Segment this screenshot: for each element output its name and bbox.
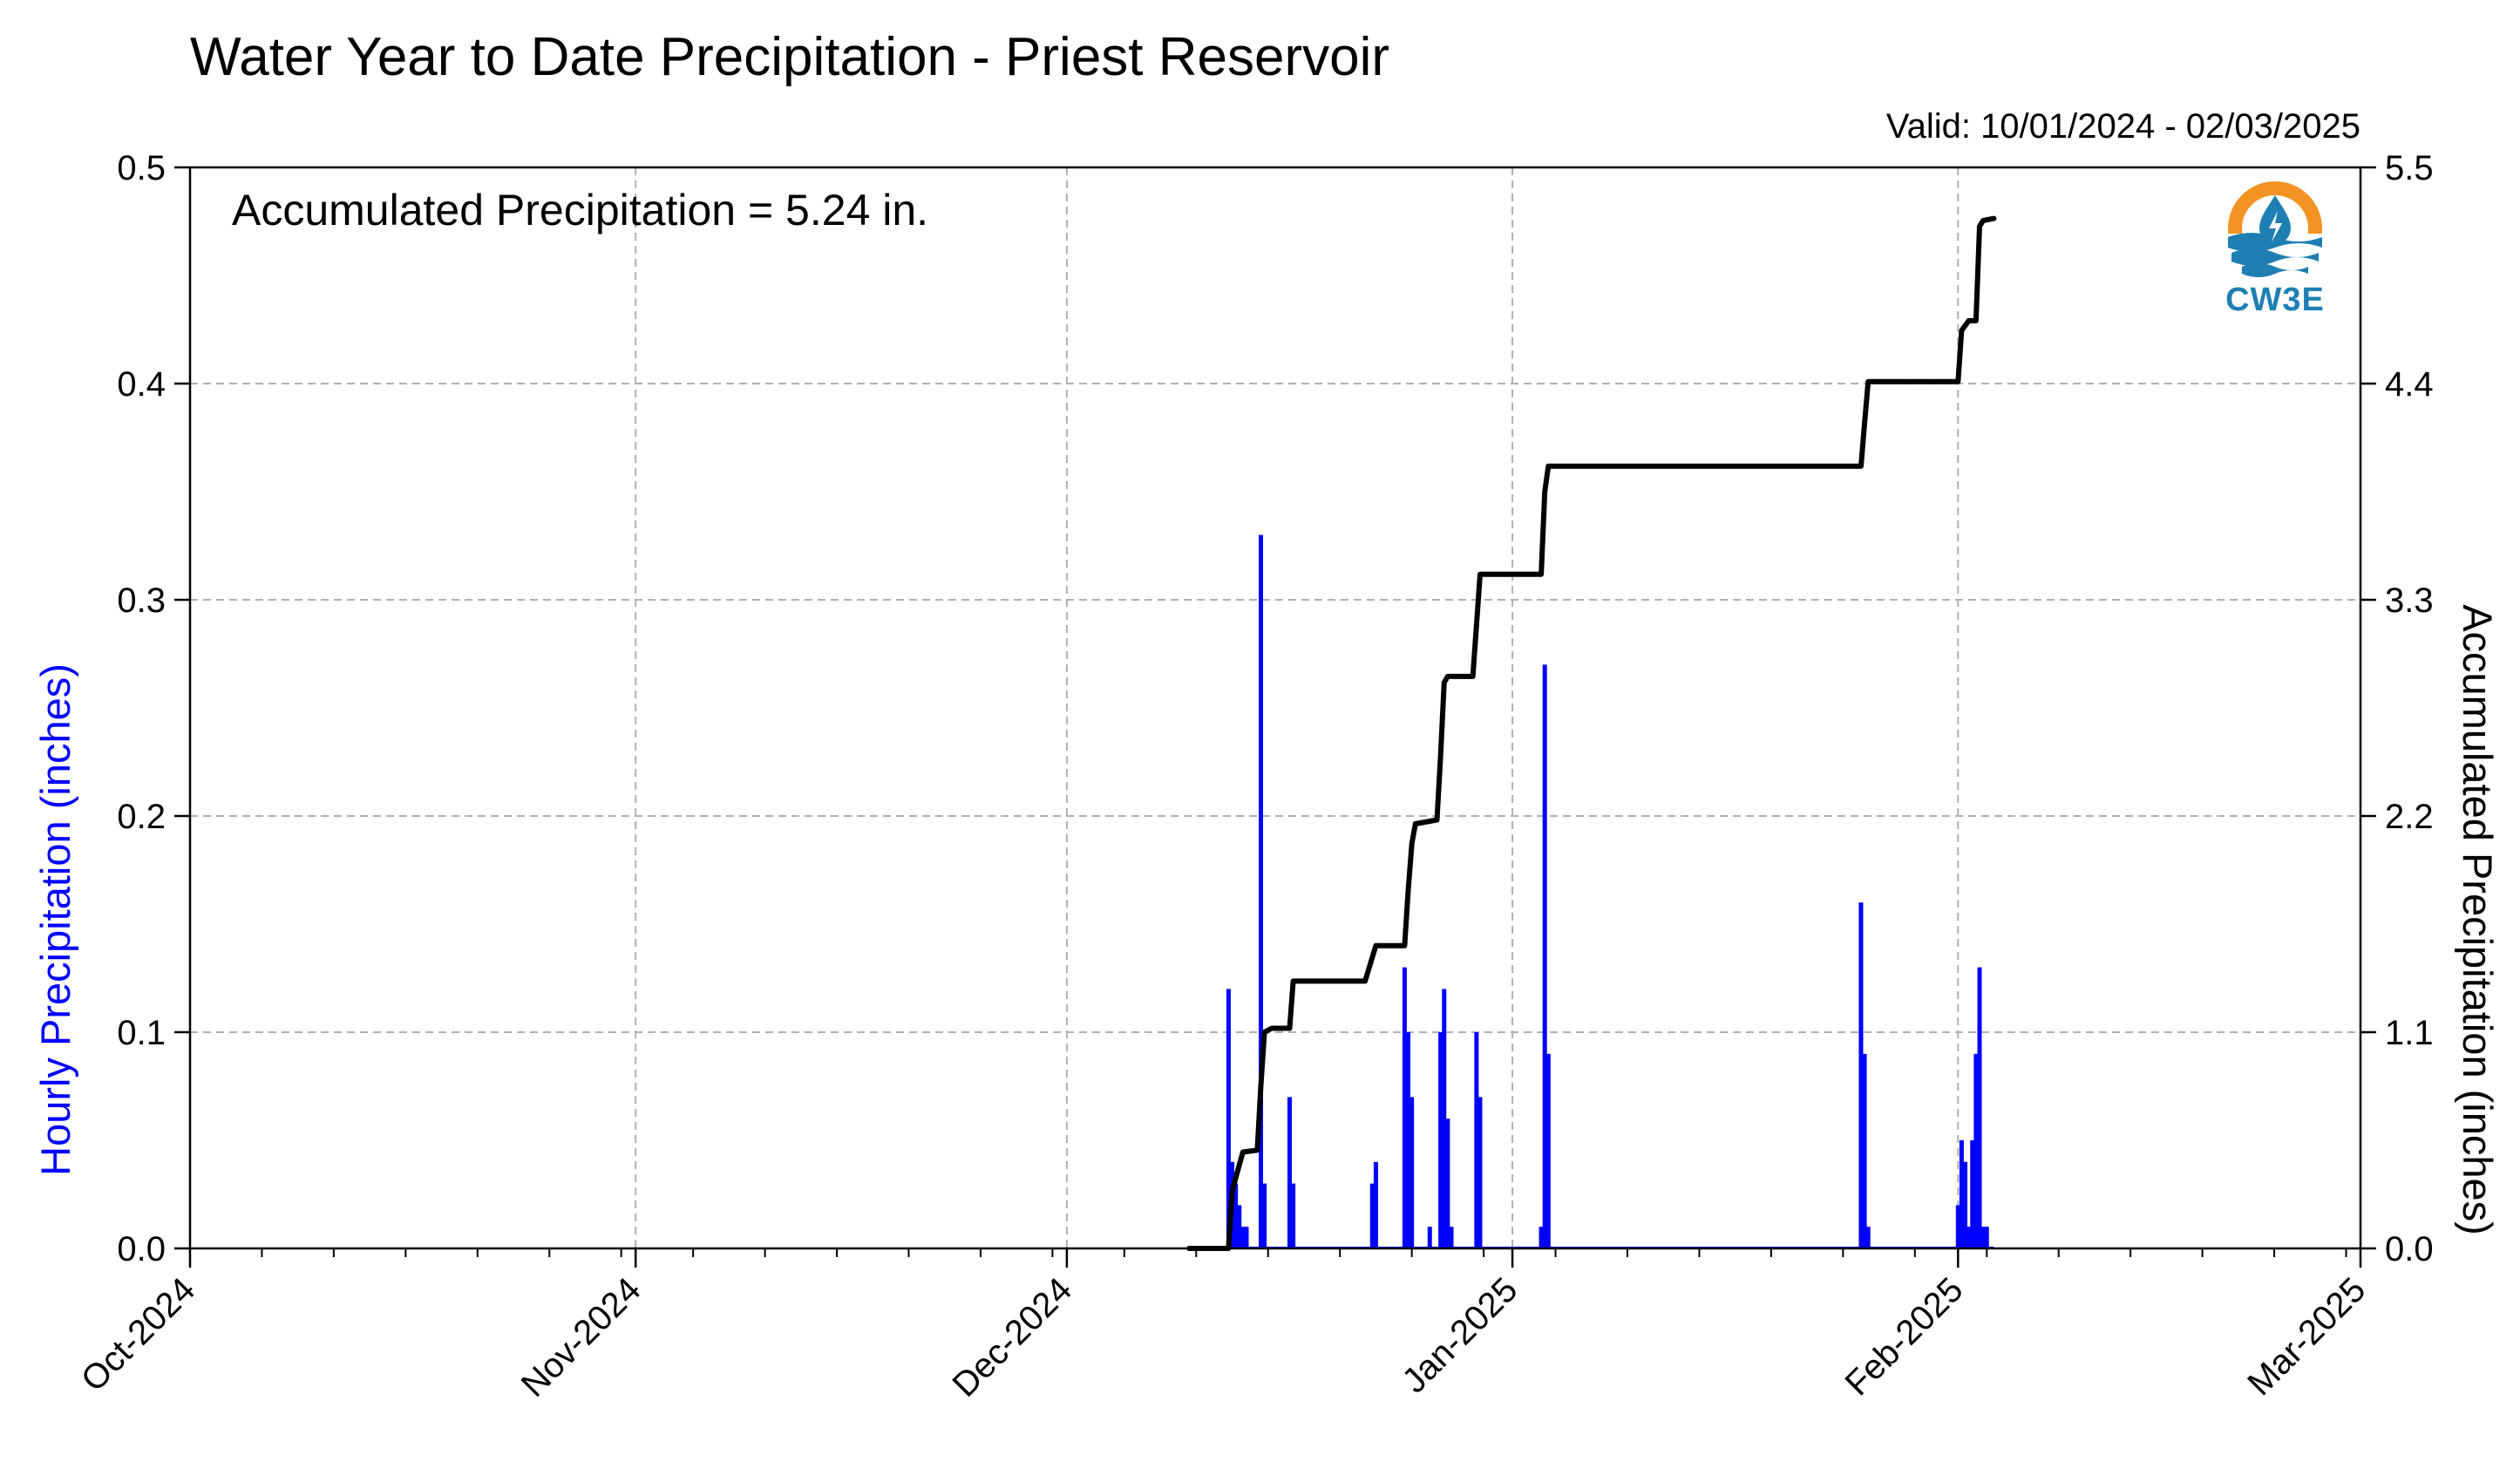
- y-tick-label: 0.0: [117, 1230, 166, 1268]
- y-tick-label: 0.4: [117, 365, 166, 404]
- y2-tick-label: 5.5: [2385, 149, 2434, 187]
- y-tick-label: 0.3: [117, 581, 166, 620]
- hourly-bar: [1438, 1032, 1443, 1248]
- hourly-bar: [1538, 1227, 1544, 1248]
- y-tick-label: 0.5: [117, 149, 166, 187]
- hourly-bar: [1449, 1227, 1454, 1248]
- hourly-bar: [1442, 989, 1447, 1248]
- x-tick-label: Nov-2024: [514, 1270, 649, 1404]
- accumulated-total-annotation: Accumulated Precipitation = 5.24 in.: [232, 186, 928, 235]
- hourly-bar: [1291, 1183, 1296, 1248]
- hourly-bar: [1977, 967, 1982, 1248]
- hourly-bar: [1858, 902, 1864, 1248]
- y-axis-label: Hourly Precipitation (inches): [32, 663, 78, 1176]
- y-axis-ticks: 0.0 0.1 0.2 0.3 0.4 0.5: [117, 149, 190, 1268]
- hourly-bar: [1259, 534, 1264, 1248]
- x-tick-label: Jan-2025: [1395, 1270, 1525, 1400]
- y2-axis-label: Accumulated Precipitation (inches): [2455, 604, 2501, 1235]
- hourly-bar: [1445, 1119, 1450, 1248]
- accumulated-precipitation-line: [1186, 215, 1997, 1251]
- x-axis-ticks: Oct-2024 Nov-2024 Dec-2024 Jan-2025 Feb-2025…: [74, 1248, 2373, 1404]
- valid-date-range: Valid: 10/01/2024 - 02/03/2025: [1886, 107, 2360, 146]
- hourly-bar: [1973, 1053, 1979, 1248]
- hourly-bar: [1963, 1161, 1968, 1248]
- hourly-bar: [1244, 1227, 1249, 1248]
- hourly-bar: [1545, 1053, 1551, 1248]
- hourly-bar: [1970, 1140, 1975, 1248]
- hourly-bar: [1984, 1227, 1989, 1248]
- y2-tick-label: 2.2: [2385, 798, 2434, 836]
- hourly-bar: [1862, 1053, 1867, 1248]
- x-tick-label: Dec-2024: [946, 1270, 1080, 1404]
- y2-tick-label: 3.3: [2385, 581, 2434, 620]
- hourly-bar: [1474, 1032, 1479, 1248]
- y2-tick-label: 1.1: [2385, 1014, 2434, 1052]
- plot-frame: [188, 166, 2362, 1250]
- hourly-bar: [1402, 967, 1407, 1248]
- hourly-bar: [1427, 1227, 1432, 1248]
- y-tick-label: 0.2: [117, 798, 166, 836]
- hourly-bar: [1406, 1032, 1411, 1248]
- chart-title: Water Year to Date Precipitation - Pries…: [190, 27, 1389, 87]
- hourly-bar: [1369, 1183, 1375, 1248]
- y2-tick-label: 0.0: [2385, 1230, 2434, 1268]
- grid-lines: [189, 167, 2361, 1249]
- hourly-bar: [1287, 1097, 1292, 1248]
- hourly-bar: [1240, 1227, 1246, 1248]
- hourly-precipitation-bars: [1189, 534, 1994, 1248]
- hourly-bar: [1966, 1227, 1972, 1248]
- hourly-bar: [1226, 989, 1231, 1248]
- cw3e-logo-icon: CW3E: [2225, 181, 2325, 318]
- hourly-bar: [1955, 1205, 1960, 1248]
- x-tick-label: Mar-2025: [2240, 1270, 2373, 1403]
- accumulated-line-path: [1186, 215, 1997, 1251]
- hourly-bar: [1373, 1161, 1378, 1248]
- hourly-bar: [1262, 1183, 1267, 1248]
- x-tick-label: Feb-2025: [1837, 1270, 1970, 1403]
- hourly-bar: [1865, 1227, 1871, 1248]
- hourly-bar: [1980, 1227, 1986, 1248]
- x-minor-ticks: [189, 1248, 2347, 1257]
- hourly-bar: [1542, 664, 1547, 1248]
- x-tick-label: Oct-2024: [74, 1270, 202, 1398]
- hourly-bar: [1237, 1205, 1242, 1248]
- y2-tick-label: 4.4: [2385, 365, 2434, 404]
- hourly-bar: [1477, 1097, 1483, 1248]
- hourly-bar: [1409, 1097, 1415, 1248]
- hourly-bar: [1233, 1183, 1239, 1248]
- y2-axis-ticks: 0.0 1.1 2.2 3.3 4.4 5.5: [2360, 149, 2434, 1268]
- hourly-bar: [1959, 1140, 1964, 1248]
- cw3e-logo-text: CW3E: [2225, 282, 2325, 318]
- y-tick-label: 0.1: [117, 1014, 166, 1052]
